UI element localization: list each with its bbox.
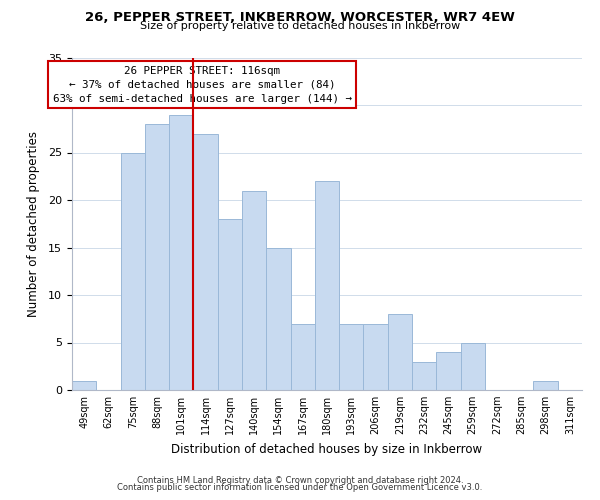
Text: Contains HM Land Registry data © Crown copyright and database right 2024.: Contains HM Land Registry data © Crown c… — [137, 476, 463, 485]
Bar — [121, 152, 145, 390]
Y-axis label: Number of detached properties: Number of detached properties — [27, 130, 40, 317]
Text: Size of property relative to detached houses in Inkberrow: Size of property relative to detached ho… — [140, 21, 460, 31]
Bar — [266, 248, 290, 390]
Bar — [315, 181, 339, 390]
Bar — [218, 219, 242, 390]
Text: 26, PEPPER STREET, INKBERROW, WORCESTER, WR7 4EW: 26, PEPPER STREET, INKBERROW, WORCESTER,… — [85, 11, 515, 24]
Bar — [412, 362, 436, 390]
Bar — [193, 134, 218, 390]
Bar — [72, 380, 96, 390]
Bar — [533, 380, 558, 390]
Text: Contains public sector information licensed under the Open Government Licence v3: Contains public sector information licen… — [118, 484, 482, 492]
Bar — [339, 324, 364, 390]
Bar — [364, 324, 388, 390]
X-axis label: Distribution of detached houses by size in Inkberrow: Distribution of detached houses by size … — [172, 442, 482, 456]
Text: 26 PEPPER STREET: 116sqm
← 37% of detached houses are smaller (84)
63% of semi-d: 26 PEPPER STREET: 116sqm ← 37% of detach… — [53, 66, 352, 104]
Bar — [436, 352, 461, 390]
Bar — [169, 114, 193, 390]
Bar — [388, 314, 412, 390]
Bar — [461, 342, 485, 390]
Bar — [145, 124, 169, 390]
Bar — [290, 324, 315, 390]
Bar — [242, 190, 266, 390]
